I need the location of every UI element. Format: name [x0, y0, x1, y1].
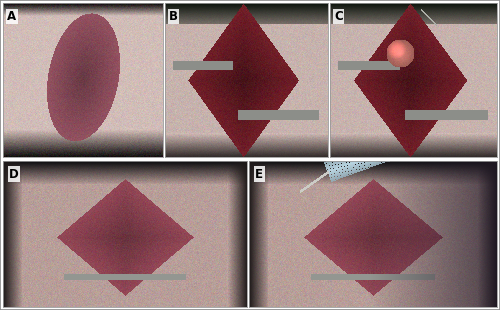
- Text: E: E: [255, 168, 263, 180]
- Text: A: A: [7, 10, 16, 23]
- Text: D: D: [9, 168, 19, 180]
- Text: B: B: [169, 10, 178, 23]
- Text: C: C: [334, 10, 343, 23]
